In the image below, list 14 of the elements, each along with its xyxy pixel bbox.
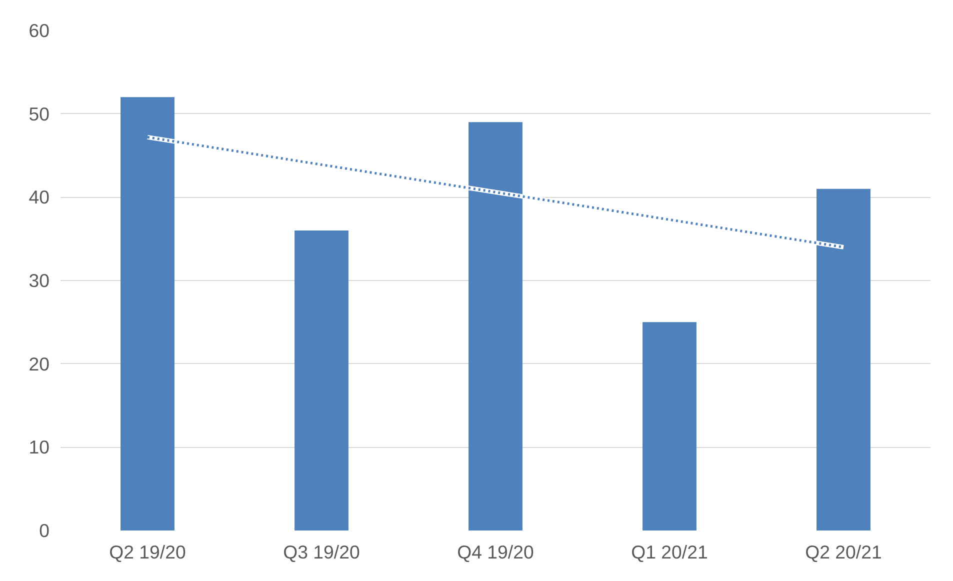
x-tick-label: Q3 19/20 bbox=[283, 542, 360, 562]
y-tick-label: 20 bbox=[28, 353, 50, 374]
x-tick-label: Q2 19/20 bbox=[109, 542, 186, 562]
y-tick-label: 60 bbox=[28, 20, 50, 41]
x-tick-label: Q4 19/20 bbox=[457, 542, 534, 562]
y-tick-label: 0 bbox=[39, 520, 50, 541]
x-tick-label: Q1 20/21 bbox=[631, 542, 708, 562]
x-tick-label: Q2 20/21 bbox=[805, 542, 882, 562]
y-tick-label: 40 bbox=[28, 186, 50, 208]
y-tick-label: 10 bbox=[28, 436, 50, 458]
bar bbox=[642, 322, 696, 530]
y-tick-label: 30 bbox=[28, 270, 50, 291]
bar bbox=[294, 230, 348, 530]
y-tick-label: 50 bbox=[28, 103, 50, 124]
